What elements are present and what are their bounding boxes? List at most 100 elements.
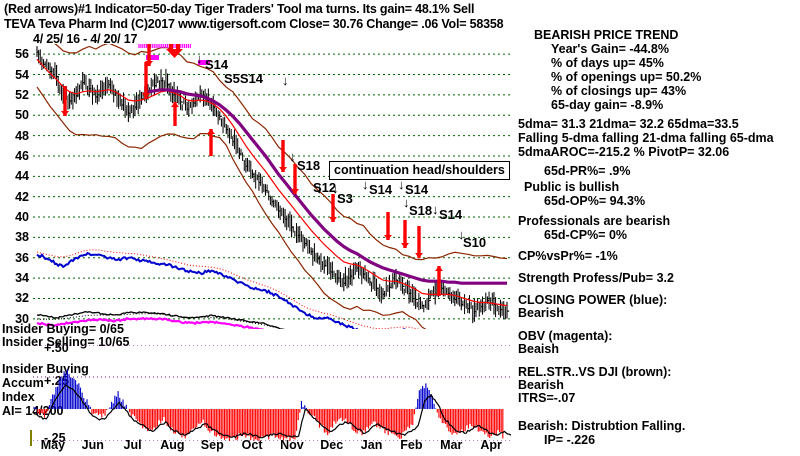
signal-arrow-icon: ↓ [362, 177, 369, 192]
pct-closings-up: % of closings up= 43% [551, 84, 687, 98]
indicator-headline: (Red arrows)#1 Indicator=50-day Tiger Tr… [4, 2, 475, 16]
date-range-label: 4/ 25/ 16 - 4/ 20/ 17 [33, 32, 138, 46]
y-axis-tick-label: 48 [15, 128, 29, 143]
sell-arrow-2-head [142, 93, 150, 98]
signal-label: S12 [313, 180, 337, 195]
signal-label: S14 [405, 182, 429, 197]
y-axis-tick-label: 50 [15, 108, 29, 123]
x-axis-month-label: Dec [320, 438, 344, 452]
aroc-pivot: 5dmaAROC=-215.2 % PivotP= 32.06 [518, 145, 730, 159]
y-axis-tick-label: 34 [15, 271, 29, 286]
buy-arrow-2-head [207, 129, 215, 134]
signal-arrow-icon: ↓ [196, 51, 203, 66]
symbol-quote-line: TEVA Teva Pharm Ind (C)2017 www.tigersof… [4, 17, 504, 31]
buy-arrow-3-head [435, 266, 443, 271]
insider-panel-title-3: Index [2, 390, 35, 404]
signal-label: S5S14 [224, 71, 264, 86]
lower-band [36, 86, 427, 329]
volume-blip [146, 55, 159, 60]
cp65-value: 65d-CP%= 0% [544, 228, 628, 242]
signal-arrow-icon: ↓ [458, 227, 465, 242]
pr65-value: 65d-PR%= .9% [544, 164, 631, 178]
sell-arrow-7-head [401, 243, 409, 248]
price-chart-panel[interactable] [33, 44, 511, 329]
price-chart-svg [33, 44, 511, 329]
strength-prof-pub: Strength Profess/Pub= 3.2 [518, 271, 674, 285]
signal-label: S14 [439, 207, 463, 222]
double-down-arrow [166, 44, 183, 58]
y-axis-tick-label: 40 [15, 210, 29, 225]
ma-65-line [147, 88, 507, 285]
gain-65-day: 65-day gain= -8.9% [551, 98, 664, 112]
price-y-axis: 56 54 52 50 48 46 44 42 40 38 36 34 32 30 [0, 44, 31, 329]
axis-origin-tick [30, 430, 32, 446]
x-axis-month-label: Mar [440, 438, 463, 452]
y-axis-tick-label: 46 [15, 148, 29, 163]
signal-label: S14 [205, 57, 229, 72]
y-axis-tick-label: 30 [15, 311, 29, 326]
relstr-value: Bearish [518, 378, 564, 392]
signal-label: S10 [463, 235, 487, 250]
accumulation-bars [32, 369, 504, 443]
signal-label: S18 [409, 203, 433, 218]
signal-label: S18 [297, 158, 321, 173]
signal-label: S14 [369, 182, 393, 197]
op65-value: 65d-OP%= 94.3% [544, 194, 646, 208]
scale-label-top: +.50 [44, 341, 69, 355]
sell-arrow-4-head [291, 189, 299, 194]
sell-arrow-top-head [145, 61, 153, 66]
public-sentiment: Public is bullish [524, 180, 620, 194]
accumulation-signal-line [32, 384, 512, 439]
itrs-value: ITRS=-.07 [518, 391, 576, 405]
x-axis-month-label: Jun [81, 438, 104, 452]
upper-band [54, 44, 508, 261]
y-axis-tick-label: 52 [15, 87, 29, 102]
closing-power-value: Bearish [518, 306, 564, 320]
trend-title: BEARISH PRICE TREND [534, 28, 679, 42]
relstr-label: REL.STR..VS DJI (brown): [518, 365, 672, 379]
x-axis-month-label: Sep [200, 438, 224, 452]
head-shoulders-callout: continuation head/shoulders [329, 161, 510, 180]
sell-arrow-5-head [329, 217, 337, 222]
signal-arrow-icon: ↓ [398, 177, 405, 192]
y-axis-tick-label: 44 [15, 169, 29, 184]
insider-panel-title-2: Accum [2, 376, 44, 390]
accumulation-svg [32, 344, 512, 443]
years-gain: Year's Gain= -44.8% [551, 42, 669, 56]
x-axis-month-label: Apr [480, 438, 502, 452]
ma-21-line [36, 58, 508, 307]
obv-label: OBV (magenta): [518, 329, 613, 343]
closing-power-line [36, 251, 407, 329]
signal-arrow-icon: ↓ [289, 149, 296, 164]
sell-arrow-8-head [415, 253, 423, 258]
obv-line [36, 316, 266, 329]
signal-arrow-icon: ↓ [282, 73, 289, 88]
pct-days-up: % of days up= 45% [551, 56, 664, 70]
dma-values: 5dma= 31.3 21dma= 32.2 65dma=33.5 [518, 117, 739, 131]
scale-label-bottom: -.25 [44, 431, 66, 445]
distribution-state: Bearish: Distrubtion Falling. [518, 419, 686, 433]
x-axis-month-label: Jul [123, 438, 142, 452]
signal-label: S3 [337, 191, 353, 206]
signal-arrow-icon: ↓ [332, 181, 339, 196]
analysis-text-panel: BEARISH PRICE TREND Year's Gain= -44.8% … [516, 28, 800, 448]
y-axis-tick-label: 36 [15, 250, 29, 265]
obv-value: Beaish [518, 342, 559, 356]
closing-power-label: CLOSING POWER (blue): [518, 293, 668, 307]
x-axis-month-label: Nov [280, 438, 304, 452]
signal-arrow-icon: ↓ [316, 181, 323, 196]
y-axis-tick-label: 42 [15, 189, 29, 204]
signal-arrow-icon: ↓ [432, 202, 439, 217]
price-bars [36, 46, 510, 324]
relative-strength-line [36, 311, 285, 329]
insider-buying-count: Insider Buying= 0/65 [2, 322, 124, 336]
buy-arrow-1-head [171, 102, 179, 107]
ip-value: IP= -.226 [544, 433, 596, 447]
x-axis-month-label: Aug [160, 438, 185, 452]
insider-accumulation-panel[interactable] [32, 344, 512, 443]
dma-direction: Falling 5-dma falling 21-dma falling 65-… [518, 131, 774, 145]
volume-blip-2 [198, 60, 210, 65]
y-axis-tick-label: 38 [15, 230, 29, 245]
x-axis-month-label: May [40, 438, 66, 452]
